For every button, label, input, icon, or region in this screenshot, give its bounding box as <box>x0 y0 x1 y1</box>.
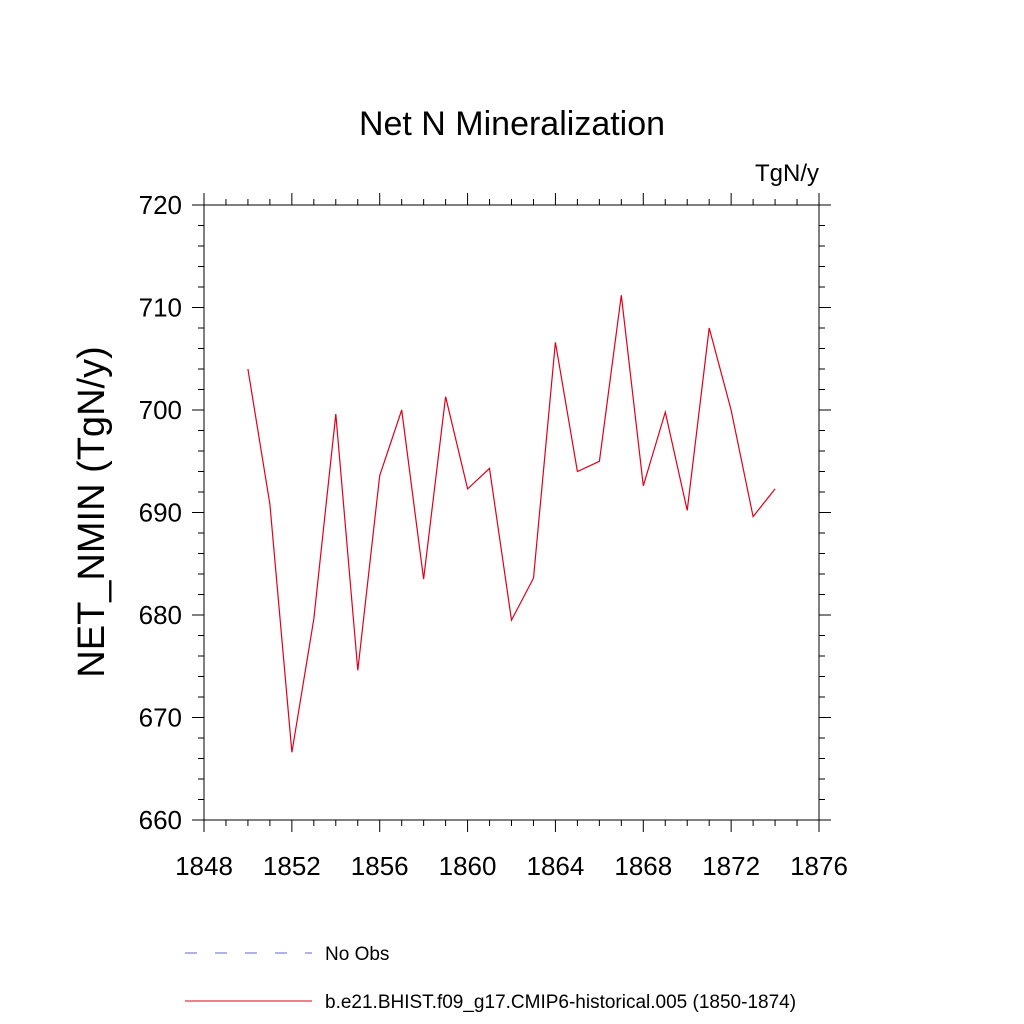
y-tick-label: 660 <box>139 805 182 835</box>
y-axis-ticks: 660 670 680 690 700 710 720 <box>139 190 831 835</box>
x-tick-label: 1864 <box>527 851 585 881</box>
series-layer <box>247 295 776 753</box>
legend-label: No Obs <box>325 944 389 965</box>
x-tick-label: 1852 <box>263 851 321 881</box>
x-tick-label: 1876 <box>790 851 848 881</box>
y-tick-label: 710 <box>139 293 182 323</box>
y-axis-label: NET_NMIN (TgN/y) <box>71 346 113 677</box>
units-label: TgN/y <box>755 160 819 187</box>
y-tick-label: 670 <box>139 703 182 733</box>
x-axis-ticks: 1848 1852 1856 1860 1864 1868 1872 1876 <box>175 193 848 881</box>
legend-label: b.e21.BHIST.f09_g17.CMIP6-historical.005… <box>325 992 796 1013</box>
x-tick-label: 1872 <box>702 851 760 881</box>
legend: No Obs b.e21.BHIST.f09_g17.CMIP6-historic… <box>185 944 796 1013</box>
x-tick-label: 1860 <box>439 851 497 881</box>
y-tick-label: 700 <box>139 395 182 425</box>
x-tick-label: 1848 <box>175 851 233 881</box>
y-tick-label: 680 <box>139 600 182 630</box>
chart-title: Net N Mineralization <box>359 105 665 143</box>
series-line <box>247 295 776 753</box>
y-tick-label: 690 <box>139 498 182 528</box>
x-tick-label: 1868 <box>614 851 672 881</box>
y-tick-label: 720 <box>139 190 182 220</box>
x-tick-label: 1856 <box>351 851 409 881</box>
